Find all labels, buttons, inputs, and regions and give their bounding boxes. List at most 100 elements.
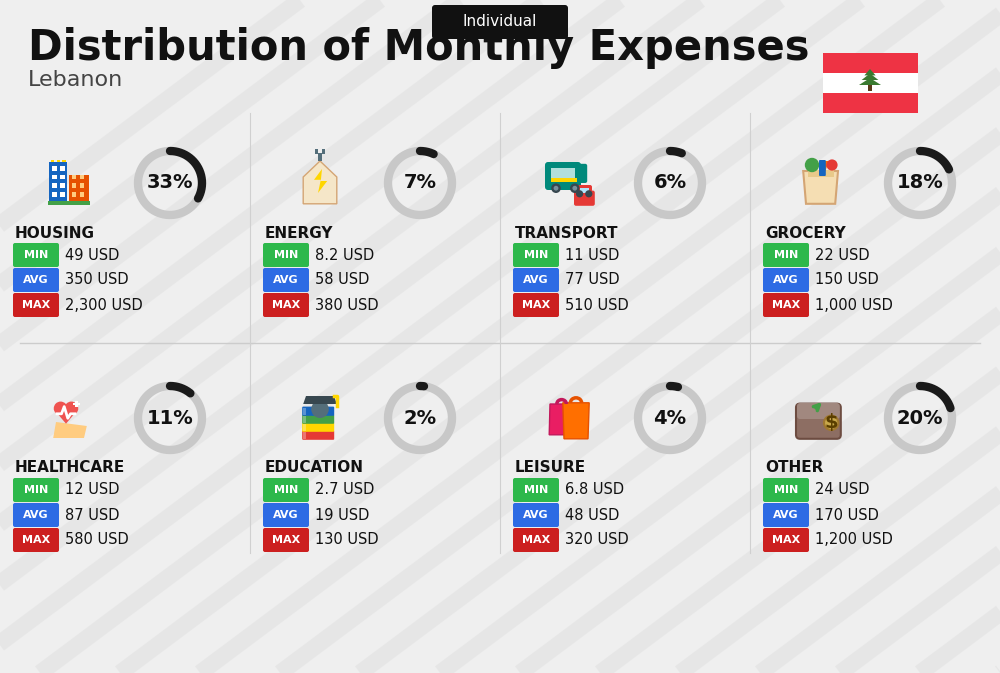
Text: 2%: 2% <box>403 409 437 427</box>
FancyBboxPatch shape <box>513 268 559 292</box>
Text: 2.7 USD: 2.7 USD <box>315 483 374 497</box>
Text: 380 USD: 380 USD <box>315 297 379 312</box>
FancyBboxPatch shape <box>513 503 559 527</box>
FancyBboxPatch shape <box>263 528 309 552</box>
Text: MIN: MIN <box>524 250 548 260</box>
FancyBboxPatch shape <box>72 174 76 180</box>
Text: MIN: MIN <box>774 485 798 495</box>
FancyBboxPatch shape <box>322 149 325 154</box>
Text: EDUCATION: EDUCATION <box>265 460 364 476</box>
Text: MAX: MAX <box>772 300 800 310</box>
Text: MAX: MAX <box>22 535 50 545</box>
Polygon shape <box>314 169 327 193</box>
Circle shape <box>576 190 583 197</box>
FancyBboxPatch shape <box>60 174 65 180</box>
Polygon shape <box>549 404 574 435</box>
FancyBboxPatch shape <box>575 164 587 183</box>
FancyBboxPatch shape <box>13 478 59 502</box>
Text: AVG: AVG <box>23 275 49 285</box>
Polygon shape <box>864 69 876 75</box>
Text: 22 USD: 22 USD <box>815 248 870 262</box>
FancyBboxPatch shape <box>263 503 309 527</box>
FancyBboxPatch shape <box>763 293 809 317</box>
FancyBboxPatch shape <box>52 174 57 180</box>
Circle shape <box>54 402 67 415</box>
Text: AVG: AVG <box>523 510 549 520</box>
Text: AVG: AVG <box>23 510 49 520</box>
FancyBboxPatch shape <box>868 85 872 91</box>
FancyBboxPatch shape <box>72 192 76 197</box>
Text: 12 USD: 12 USD <box>65 483 120 497</box>
Polygon shape <box>54 409 78 424</box>
Polygon shape <box>563 403 589 439</box>
FancyBboxPatch shape <box>263 478 309 502</box>
Polygon shape <box>303 396 337 404</box>
FancyBboxPatch shape <box>763 478 809 502</box>
FancyBboxPatch shape <box>763 528 809 552</box>
FancyBboxPatch shape <box>551 178 577 182</box>
FancyBboxPatch shape <box>763 268 809 292</box>
FancyBboxPatch shape <box>763 503 809 527</box>
FancyBboxPatch shape <box>808 170 834 177</box>
FancyBboxPatch shape <box>263 293 309 317</box>
Text: 58 USD: 58 USD <box>315 273 369 287</box>
FancyBboxPatch shape <box>302 423 334 432</box>
Text: AVG: AVG <box>773 275 799 285</box>
Polygon shape <box>862 73 878 80</box>
Text: MIN: MIN <box>24 485 48 495</box>
FancyBboxPatch shape <box>796 404 841 439</box>
FancyBboxPatch shape <box>574 190 595 206</box>
Text: MAX: MAX <box>522 300 550 310</box>
FancyBboxPatch shape <box>580 188 589 193</box>
FancyBboxPatch shape <box>303 423 306 431</box>
FancyBboxPatch shape <box>513 478 559 502</box>
Text: $: $ <box>824 413 838 432</box>
Text: 7%: 7% <box>404 174 436 192</box>
Text: 77 USD: 77 USD <box>565 273 620 287</box>
FancyBboxPatch shape <box>13 293 59 317</box>
FancyBboxPatch shape <box>822 93 918 113</box>
Circle shape <box>585 190 592 197</box>
FancyBboxPatch shape <box>763 243 809 267</box>
Circle shape <box>824 416 838 430</box>
Text: 18%: 18% <box>897 174 943 192</box>
Text: MAX: MAX <box>772 535 800 545</box>
Text: AVG: AVG <box>273 275 299 285</box>
FancyBboxPatch shape <box>80 174 84 180</box>
Text: 20%: 20% <box>897 409 943 427</box>
Text: 6.8 USD: 6.8 USD <box>565 483 624 497</box>
Text: MAX: MAX <box>272 535 300 545</box>
Text: 87 USD: 87 USD <box>65 507 120 522</box>
FancyBboxPatch shape <box>315 149 318 154</box>
Text: GROCERY: GROCERY <box>765 225 846 240</box>
Polygon shape <box>803 171 838 204</box>
FancyBboxPatch shape <box>513 528 559 552</box>
Text: AVG: AVG <box>773 510 799 520</box>
Text: 11%: 11% <box>147 409 193 427</box>
FancyBboxPatch shape <box>13 268 59 292</box>
Polygon shape <box>859 78 881 85</box>
Text: 8.2 USD: 8.2 USD <box>315 248 374 262</box>
Circle shape <box>311 400 329 418</box>
Text: OTHER: OTHER <box>765 460 823 476</box>
Text: 320 USD: 320 USD <box>565 532 629 548</box>
Text: 1,000 USD: 1,000 USD <box>815 297 893 312</box>
Text: 19 USD: 19 USD <box>315 507 369 522</box>
Polygon shape <box>822 161 829 172</box>
FancyBboxPatch shape <box>513 243 559 267</box>
FancyBboxPatch shape <box>513 293 559 317</box>
FancyBboxPatch shape <box>69 175 89 204</box>
Text: MAX: MAX <box>22 300 50 310</box>
Text: MIN: MIN <box>24 250 48 260</box>
FancyBboxPatch shape <box>577 185 592 197</box>
Text: 48 USD: 48 USD <box>565 507 619 522</box>
FancyBboxPatch shape <box>80 192 84 197</box>
Text: 1,200 USD: 1,200 USD <box>815 532 893 548</box>
Text: Individual: Individual <box>463 15 537 30</box>
Text: 24 USD: 24 USD <box>815 483 870 497</box>
FancyBboxPatch shape <box>13 243 59 267</box>
Circle shape <box>554 186 558 190</box>
Text: Lebanon: Lebanon <box>28 70 123 90</box>
Text: HOUSING: HOUSING <box>15 225 95 240</box>
FancyBboxPatch shape <box>303 431 306 439</box>
